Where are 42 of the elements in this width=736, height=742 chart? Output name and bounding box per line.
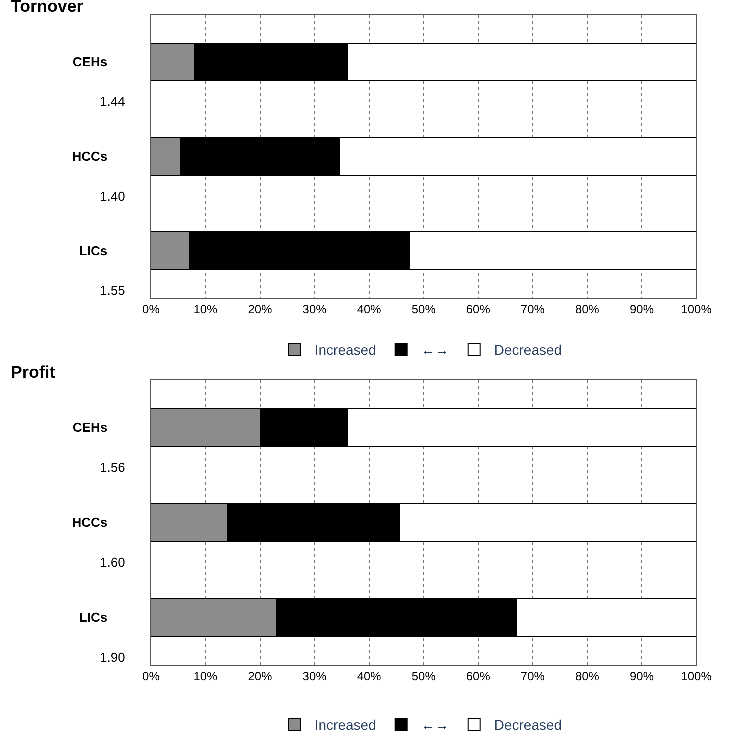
legend-label: Increased — [314, 342, 376, 358]
x-tick-label: 90% — [630, 302, 654, 316]
x-tick-label: 0% — [142, 302, 160, 316]
x-tick-label: 50% — [412, 669, 436, 684]
x-tick-label: 10% — [194, 669, 218, 684]
legend-label: ←→ — [421, 342, 450, 358]
legend-label: Decreased — [494, 717, 562, 734]
text: 1.60 — [100, 555, 126, 570]
legend-label: Increased — [314, 717, 376, 734]
x-tick-label: 0% — [142, 669, 160, 684]
x-tick-label: 100% — [681, 302, 712, 316]
text: 1.90 — [100, 650, 126, 665]
x-tick-label: 40% — [357, 302, 382, 316]
text: 1.55 — [100, 283, 126, 298]
text: 1.56 — [100, 460, 126, 475]
y-tick-label: CEHs — [72, 420, 108, 436]
x-tick-label: 90% — [630, 669, 654, 684]
x-tick-label: 30% — [302, 302, 328, 316]
y-tick-label: LICs — [79, 243, 108, 258]
chart-title: Profit — [11, 363, 56, 382]
y-tick-label: LICs — [79, 610, 108, 626]
x-tick-label: 80% — [575, 302, 600, 316]
text: 1.44 — [100, 94, 126, 109]
x-tick-label: 70% — [520, 669, 546, 684]
text: 1.40 — [100, 189, 126, 204]
x-tick-label: 70% — [520, 302, 546, 316]
x-tick-label: 50% — [412, 302, 436, 316]
y-tick-label: HCCs — [72, 515, 108, 530]
x-tick-label: 20% — [248, 669, 273, 684]
x-tick-label: 60% — [466, 302, 491, 316]
x-tick-label: 20% — [248, 302, 273, 316]
chart-title: Tornover — [11, 0, 84, 16]
legend-label: ←→ — [421, 717, 450, 734]
x-tick-label: 40% — [357, 669, 382, 684]
legend-label: Decreased — [494, 342, 562, 358]
x-tick-label: 100% — [681, 669, 712, 684]
x-tick-label: 60% — [466, 669, 491, 684]
y-tick-label: HCCs — [72, 149, 108, 164]
x-tick-label: 30% — [302, 669, 328, 684]
x-tick-label: 10% — [194, 302, 218, 316]
x-tick-label: 80% — [575, 669, 600, 684]
y-tick-label: CEHs — [72, 54, 108, 70]
